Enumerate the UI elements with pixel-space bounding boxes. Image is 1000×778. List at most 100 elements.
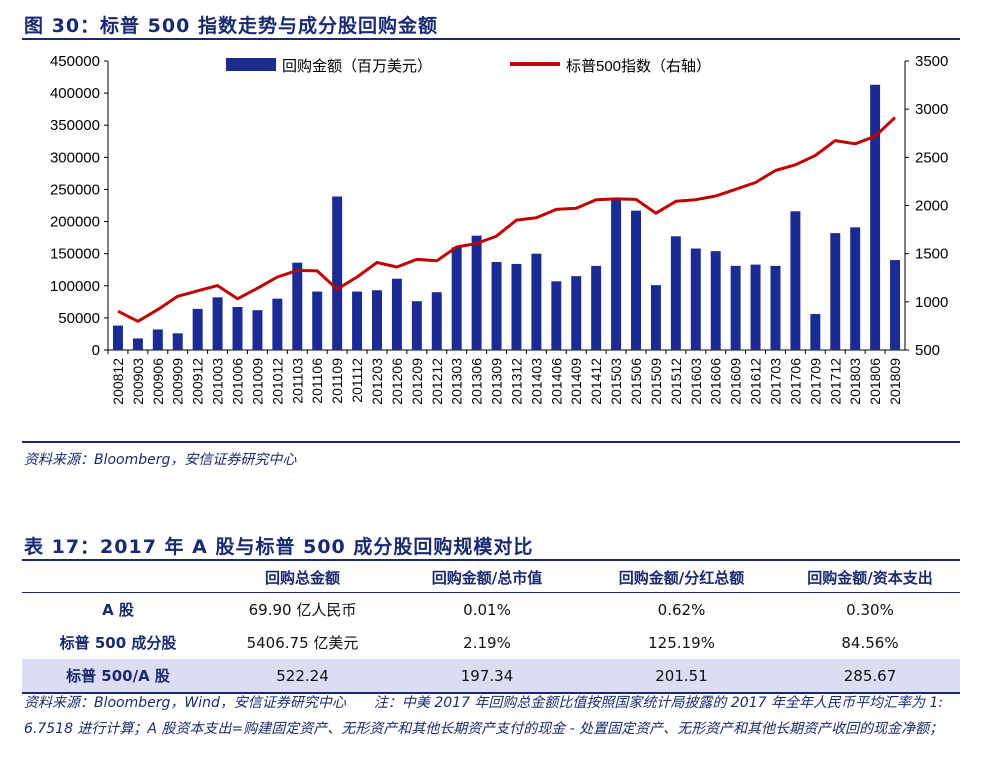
y-left-tick-label: 0 bbox=[92, 342, 100, 359]
bar bbox=[292, 262, 303, 350]
x-tick-label: 201006 bbox=[230, 358, 246, 405]
bar bbox=[790, 211, 801, 350]
table-cell: 201.51 bbox=[583, 659, 780, 694]
bar bbox=[352, 291, 363, 350]
table-cell: 522.24 bbox=[214, 659, 391, 694]
header-cell: 回购金额/总市值 bbox=[391, 562, 583, 593]
y-right-tick-label: 2000 bbox=[915, 198, 948, 215]
table-note: 资料来源：Bloomberg，Wind，安信证券研究中心 注：中美 2017 年… bbox=[24, 695, 944, 737]
table-header-row: 回购总金额 回购金额/总市值 回购金额/分红总额 回购金额/资本支出 bbox=[22, 562, 960, 593]
bar bbox=[770, 265, 781, 350]
x-tick-label: 201409 bbox=[568, 358, 584, 405]
legend-bar-label: 回购金额（百万美元） bbox=[282, 58, 432, 75]
figure-title: 图 30：标普 500 指数走势与成分股回购金额 bbox=[24, 15, 438, 37]
bar bbox=[670, 236, 681, 350]
bar bbox=[132, 338, 143, 350]
x-tick-label: 201303 bbox=[449, 358, 465, 405]
x-tick-label: 200812 bbox=[110, 358, 126, 405]
table-title-rule bbox=[22, 559, 960, 561]
x-tick-label: 200909 bbox=[170, 358, 186, 405]
bar bbox=[332, 196, 343, 350]
y-left-tick-label: 100000 bbox=[50, 278, 100, 295]
bar bbox=[312, 291, 323, 350]
x-tick-label: 201806 bbox=[867, 358, 883, 405]
table-cell: 0.30% bbox=[846, 600, 894, 619]
table-cell: 197.34 bbox=[391, 659, 583, 694]
table-title: 表 17：2017 年 A 股与标普 500 成分股回购规模对比 bbox=[24, 536, 534, 558]
y-right-tick-label: 1000 bbox=[915, 294, 948, 311]
bar bbox=[451, 247, 462, 350]
table-cell: 69.90 亿人民币 bbox=[248, 601, 357, 619]
figure-source: 资料来源：Bloomberg，安信证券研究中心 bbox=[24, 452, 297, 468]
x-tick-label: 201212 bbox=[429, 358, 445, 405]
x-tick-label: 201612 bbox=[748, 358, 764, 405]
x-tick-label: 201012 bbox=[269, 358, 285, 405]
bar bbox=[511, 263, 522, 350]
bar bbox=[850, 227, 861, 350]
y-left-tick-label: 150000 bbox=[50, 246, 100, 263]
x-tick-label: 201709 bbox=[807, 358, 823, 405]
y-right-tick-label: 3000 bbox=[915, 101, 948, 118]
bar bbox=[172, 333, 183, 350]
header-cell: 回购金额/分红总额 bbox=[583, 562, 780, 593]
y-left-tick-label: 200000 bbox=[50, 214, 100, 231]
bar bbox=[890, 260, 901, 350]
bar bbox=[212, 297, 223, 350]
row-label: 标普 500/A 股 bbox=[22, 659, 214, 694]
bar bbox=[650, 285, 661, 350]
x-tick-label: 200912 bbox=[190, 358, 206, 405]
comparison-table: 回购总金额 回购金额/总市值 回购金额/分红总额 回购金额/资本支出 A 股 6… bbox=[22, 562, 960, 694]
y-left-tick-label: 450000 bbox=[50, 53, 100, 70]
table-cell: 0.01% bbox=[463, 600, 511, 619]
y-right-tick-label: 3500 bbox=[915, 53, 948, 70]
bar bbox=[870, 84, 881, 351]
table-row-highlight: 标普 500/A 股 522.24 197.34 201.51 285.67 bbox=[22, 659, 960, 694]
bar bbox=[252, 310, 263, 350]
figure-bottom-rule bbox=[22, 441, 960, 443]
x-tick-label: 201206 bbox=[389, 358, 405, 405]
x-tick-label: 201306 bbox=[469, 358, 485, 405]
legend-bar-swatch bbox=[226, 58, 276, 71]
x-tick-label: 201509 bbox=[648, 358, 664, 405]
bar bbox=[571, 276, 582, 350]
x-tick-label: 201412 bbox=[588, 358, 604, 405]
index-line bbox=[117, 116, 897, 323]
y-right-tick-label: 500 bbox=[915, 342, 940, 359]
y-right-tick-label: 2500 bbox=[915, 149, 948, 166]
bar bbox=[152, 329, 163, 350]
x-tick-label: 201312 bbox=[508, 358, 524, 405]
table-cell: 0.62% bbox=[657, 600, 706, 619]
x-tick-label: 201803 bbox=[847, 358, 863, 405]
x-tick-label: 201309 bbox=[489, 358, 505, 405]
table-row: A 股 69.90 亿人民币 0.01% 0.62% 0.30% bbox=[22, 593, 960, 627]
bar bbox=[710, 251, 721, 350]
legend-line-label: 标普500指数（右轴） bbox=[566, 58, 711, 75]
table-cell: 5406.75 亿美元 bbox=[246, 634, 359, 652]
bar bbox=[192, 308, 203, 350]
row-label: A 股 bbox=[102, 601, 134, 619]
y-right-tick-label: 1500 bbox=[915, 246, 948, 263]
y-left-tick-label: 350000 bbox=[50, 117, 100, 134]
table-cell: 125.19% bbox=[648, 633, 715, 652]
y-left-tick-label: 250000 bbox=[50, 181, 100, 198]
bar bbox=[232, 306, 243, 350]
bar bbox=[531, 253, 542, 350]
title-rule bbox=[22, 38, 960, 40]
y-left-tick-label: 400000 bbox=[50, 85, 100, 102]
table-cell: 2.19% bbox=[463, 633, 511, 652]
x-tick-label: 201009 bbox=[249, 358, 265, 405]
buyback-chart: 0 50000 100000 150000 200000 250000 300000 3500… bbox=[50, 53, 948, 405]
bar bbox=[551, 281, 562, 350]
x-tick-label: 201203 bbox=[369, 358, 385, 405]
x-tick-label: 201512 bbox=[668, 358, 684, 405]
bar bbox=[750, 264, 761, 350]
bar bbox=[491, 262, 502, 350]
table-row: 标普 500 成分股 5406.75 亿美元 2.19% 125.19% 84.… bbox=[22, 626, 960, 659]
row-label: 标普 500 成分股 bbox=[59, 634, 177, 652]
x-tick-label: 201706 bbox=[787, 358, 803, 405]
y-left-tick-label: 50000 bbox=[58, 310, 100, 327]
x-tick-label: 201603 bbox=[688, 358, 704, 405]
bar bbox=[730, 265, 741, 350]
header-cell: 回购总金额 bbox=[214, 562, 391, 593]
x-tick-label: 201109 bbox=[329, 358, 345, 404]
